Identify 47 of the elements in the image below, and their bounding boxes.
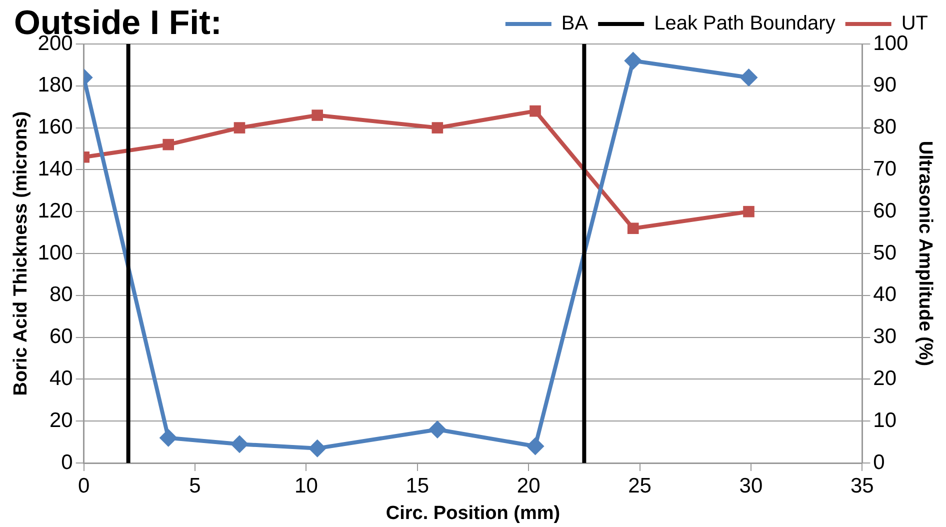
- point: [526, 437, 544, 456]
- y-tick-label: 60: [49, 325, 73, 348]
- point: [740, 68, 758, 87]
- y-tick-label: 180: [38, 74, 73, 97]
- y2-tick-label: 80: [873, 116, 897, 139]
- legend-label: BA: [561, 12, 589, 35]
- y-tick-label: 140: [38, 157, 73, 180]
- point: [432, 122, 444, 134]
- y-tick-label: 40: [49, 366, 73, 390]
- y2-tick-label: 10: [873, 408, 897, 432]
- x-axis-title: Circ. Position (mm): [386, 502, 560, 524]
- y-tick-label: 20: [49, 408, 73, 432]
- point: [159, 428, 178, 447]
- x-tick-label: 5: [189, 474, 201, 498]
- y-tick-label: 80: [49, 283, 73, 306]
- point: [743, 206, 754, 218]
- point: [428, 420, 446, 438]
- x-tick-label: 30: [739, 474, 763, 498]
- point: [308, 439, 326, 458]
- y-tick-label: 120: [38, 199, 73, 222]
- y2-tick-label: 30: [873, 325, 897, 348]
- y2-tick-label: 40: [873, 283, 897, 306]
- x-tick-label: 10: [294, 474, 318, 498]
- point: [230, 435, 249, 454]
- point: [312, 110, 323, 121]
- x-tick-label: 15: [406, 474, 430, 498]
- y2-tick-label: 0: [873, 450, 885, 474]
- point: [162, 138, 174, 150]
- x-tick-label: 25: [628, 474, 652, 498]
- y-tick-label: 100: [38, 241, 73, 264]
- y2-tick-label: 60: [873, 199, 897, 222]
- y-tick-label: 0: [61, 450, 73, 474]
- y2-axis-title: Ultrasonic Amplitude (%): [914, 140, 936, 366]
- point: [530, 105, 541, 117]
- legend-label: Leak Path Boundary: [654, 12, 836, 35]
- point: [234, 122, 246, 134]
- y2-tick-label: 50: [873, 241, 897, 264]
- x-tick-label: 20: [516, 474, 540, 498]
- point: [627, 222, 639, 234]
- y2-tick-label: 70: [873, 157, 897, 180]
- y-tick-label: 160: [38, 116, 73, 139]
- point: [624, 52, 642, 70]
- y2-tick-label: 20: [873, 366, 897, 390]
- x-tick-label: 35: [850, 474, 874, 498]
- y-axis-title: Boric Acid Thickness (microns): [10, 111, 32, 396]
- y2-tick-label: 90: [873, 74, 897, 97]
- x-tick-label: 0: [78, 474, 90, 498]
